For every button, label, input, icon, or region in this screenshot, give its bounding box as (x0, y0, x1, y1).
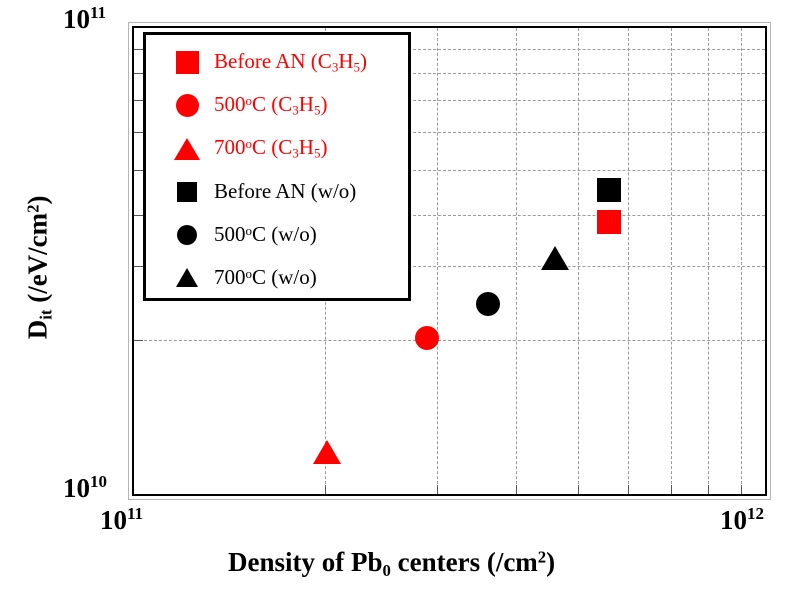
legend-label-before-an-wo: Before AN (w/o) (214, 179, 357, 203)
gridline-y-2e10 (134, 340, 765, 341)
gridline-x-3e11 (437, 28, 438, 494)
gridline-x-8e11 (708, 28, 709, 494)
gridline-y-7e10 (134, 100, 765, 101)
legend-item-700c-c3h5: 700oC (C3H5) (146, 127, 408, 170)
legend-square-red-icon (160, 51, 214, 74)
legend-label-before-an-c3h5: Before AN (C3H5) (214, 49, 368, 75)
y-tick-label-top: 1011 (63, 3, 107, 35)
gridline-x-6e11 (628, 28, 629, 494)
legend-item-before-an-wo: Before AN (w/o) (146, 170, 408, 213)
legend-circle-black-icon (160, 224, 214, 245)
legend-label-700c-wo: 700oC (w/o) (214, 265, 317, 289)
gridline-y-6e10 (134, 132, 765, 133)
legend-item-500c-c3h5: 500oC (C3H5) (146, 84, 408, 127)
gridline-x-4e11 (516, 28, 517, 494)
legend-circle-red-icon (160, 94, 214, 117)
legend-label-700c-c3h5: 700oC (C3H5) (214, 135, 328, 161)
tick-y-9e10 (134, 49, 143, 50)
data-point-before-an-wo (597, 178, 621, 202)
gridline-x-5e11 (578, 28, 579, 494)
gridline-x-9e11 (741, 28, 742, 494)
gridline-y-5e10 (134, 170, 765, 171)
gridline-y-3e10 (134, 266, 765, 267)
legend-triangle-black-icon (160, 268, 214, 287)
data-point-before-an-c3h5 (597, 210, 621, 234)
tick-y-5e10 (134, 170, 143, 171)
tick-y-2e10 (134, 340, 143, 341)
tick-y-4e10 (134, 215, 143, 216)
legend-square-black-icon (160, 181, 214, 202)
gridline-y-4e10 (134, 215, 765, 216)
data-point-500c-c3h5 (415, 326, 439, 350)
legend-item-before-an-c3h5: Before AN (C3H5) (146, 41, 408, 84)
gridline-y-9e10 (134, 49, 765, 50)
legend-label-500c-wo: 500oC (w/o) (214, 222, 317, 246)
tick-x-2e11 (325, 485, 326, 494)
legend-triangle-red-icon (160, 137, 214, 160)
tick-x-4e11 (516, 485, 517, 494)
legend-label-500c-c3h5: 500oC (C3H5) (214, 92, 328, 118)
gridline-x-7e11 (671, 28, 672, 494)
tick-x-6e11 (628, 485, 629, 494)
x-axis-title: Density of Pb0 centers (/cm2) (228, 547, 556, 581)
gridline-y-8e10 (134, 73, 765, 74)
data-point-700c-wo (541, 246, 569, 270)
tick-x-9e11 (741, 485, 742, 494)
legend-item-700c-wo: 700oC (w/o) (146, 256, 408, 299)
legend-item-500c-wo: 500oC (w/o) (146, 213, 408, 256)
tick-x-8e11 (708, 485, 709, 494)
tick-x-7e11 (671, 485, 672, 494)
tick-y-6e10 (134, 132, 143, 133)
plot-outer-frame (128, 22, 771, 500)
y-axis-title: Dit (/eV/cm2) (22, 195, 56, 340)
data-point-700c-c3h5 (313, 440, 341, 464)
legend: Before AN (C3H5) 500oC (C3H5) 700oC (C3H… (143, 32, 411, 301)
y-tick-label-bottom: 1010 (63, 472, 107, 504)
tick-y-3e10 (134, 266, 143, 267)
x-tick-label-right: 1012 (720, 504, 764, 536)
tick-y-7e10 (134, 100, 143, 101)
tick-x-5e11 (578, 485, 579, 494)
x-tick-label-left: 1011 (100, 504, 144, 536)
tick-y-8e10 (134, 73, 143, 74)
tick-x-3e11 (437, 485, 438, 494)
data-point-500c-wo (476, 292, 500, 316)
